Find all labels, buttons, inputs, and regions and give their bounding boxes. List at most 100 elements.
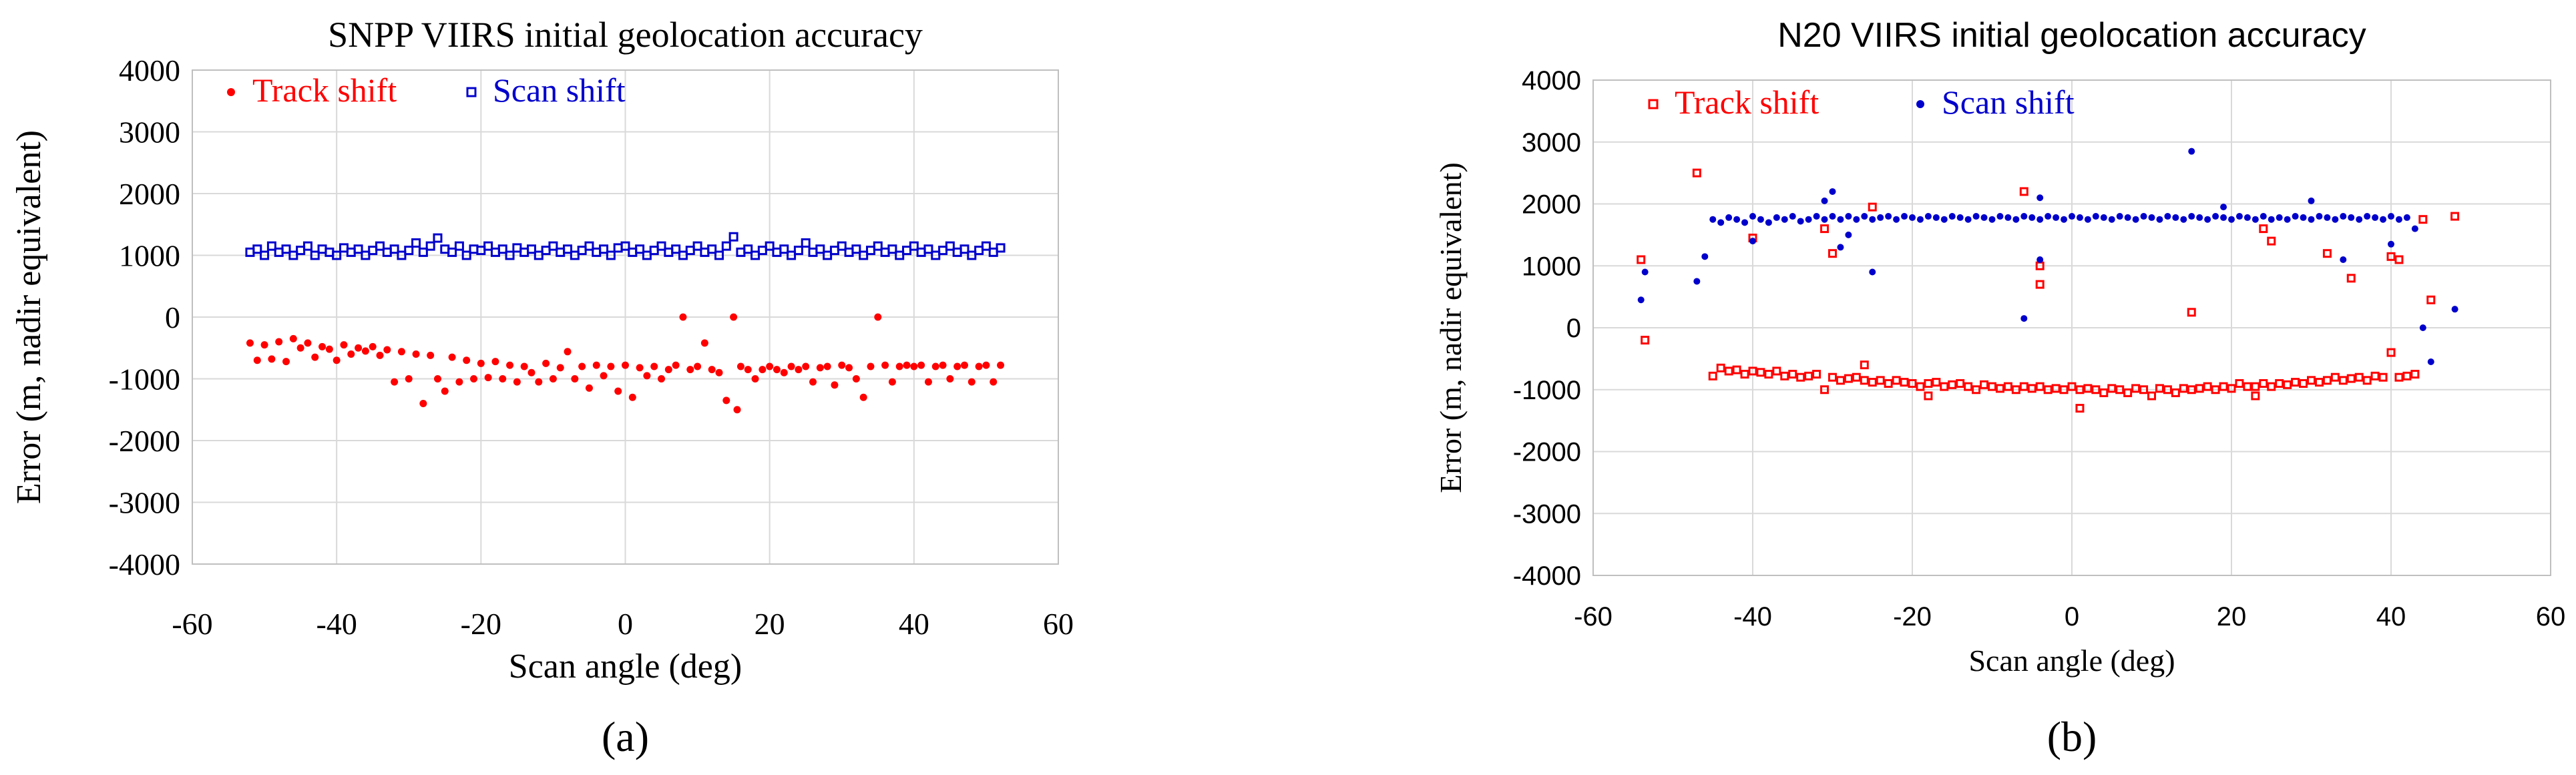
data-point [2227, 384, 2236, 393]
data-point [2020, 315, 2028, 322]
data-point [2370, 371, 2380, 380]
data-point [1924, 378, 1933, 388]
data-point [2300, 214, 2307, 221]
y-tick-label: 3000 [1522, 128, 1581, 158]
data-point [2091, 385, 2101, 395]
data-point [1829, 188, 1836, 195]
data-point [1781, 216, 1788, 223]
data-point [2307, 376, 2316, 385]
data-point [766, 362, 774, 370]
data-point [802, 362, 810, 370]
data-point [1637, 255, 1646, 264]
data-point [505, 250, 515, 260]
data-point [2131, 384, 2141, 393]
data-point [1860, 360, 1869, 370]
data-point [361, 347, 369, 355]
data-point [2211, 385, 2220, 395]
data-point [686, 366, 694, 374]
data-point [1812, 370, 1821, 379]
data-point [1845, 213, 1852, 220]
data-point [2219, 382, 2228, 391]
data-point [795, 366, 803, 374]
data-point [2364, 213, 2371, 220]
x-axis-label: Scan angle (deg) [1968, 643, 2175, 678]
data-point [1637, 296, 1645, 304]
data-point [1932, 378, 1941, 387]
data-point [2275, 378, 2284, 388]
data-point [939, 361, 947, 369]
data-point [2292, 213, 2299, 220]
data-point [281, 244, 291, 254]
data-point [578, 362, 586, 370]
y-tick-label: 0 [1566, 314, 1581, 343]
data-point [491, 358, 499, 366]
data-point [873, 241, 883, 251]
data-point [325, 345, 333, 353]
data-point [1821, 216, 1828, 223]
data-point [333, 356, 341, 364]
data-point [2316, 213, 2323, 220]
data-point [2084, 216, 2091, 223]
data-point [2386, 348, 2396, 357]
data-point [721, 241, 731, 251]
data-point [2276, 214, 2283, 221]
data-point [2123, 388, 2133, 397]
data-point [1836, 376, 1845, 385]
data-point [2411, 225, 2418, 232]
legend-marker [1648, 99, 1659, 109]
data-point [1772, 366, 1781, 376]
data-point [678, 250, 688, 260]
data-point [838, 361, 846, 369]
data-point [304, 339, 312, 347]
data-point [2330, 372, 2340, 382]
data-point [650, 362, 658, 370]
data-point [1693, 278, 1701, 285]
legend-label: Scan shift [493, 71, 626, 109]
data-point [2132, 216, 2139, 223]
data-point [2100, 214, 2107, 221]
data-point [2075, 404, 2085, 413]
data-point [1995, 384, 2004, 393]
data-point [499, 375, 507, 382]
data-point [1916, 216, 1924, 223]
data-point [2164, 213, 2171, 220]
data-point [584, 241, 594, 251]
data-point [909, 241, 919, 251]
data-point [1972, 385, 1981, 395]
data-point [289, 334, 297, 342]
legend-label: Scan shift [1942, 83, 2075, 121]
data-point [1717, 219, 1725, 226]
data-point [1869, 216, 1876, 223]
data-point [622, 361, 629, 369]
data-point [874, 313, 882, 321]
data-point [2283, 380, 2292, 389]
data-point [990, 378, 998, 386]
data-point [2036, 256, 2044, 263]
data-point [1788, 370, 1797, 379]
data-point [1701, 253, 1709, 260]
chart-title: N20 VIIRS initial geolocation accuracy [1777, 16, 2366, 55]
data-point [1724, 366, 1733, 376]
data-point [2356, 216, 2363, 223]
data-point [707, 244, 717, 254]
x-axis-label: Scan angle (deg) [509, 648, 742, 686]
data-point [2338, 376, 2348, 385]
data-point [2107, 384, 2117, 393]
x-tick-label: -60 [1574, 602, 1613, 631]
data-point [599, 244, 609, 254]
data-point [1845, 231, 1852, 238]
data-point [635, 244, 645, 254]
data-point [793, 246, 803, 256]
data-point [2204, 216, 2211, 223]
data-point [2011, 385, 2020, 395]
data-point [253, 356, 261, 364]
x-tick-label: -20 [1893, 602, 1932, 631]
data-point [2035, 280, 2045, 289]
series-scan-shift [245, 232, 1006, 260]
y-tick-label: 2000 [119, 177, 180, 211]
data-point [484, 374, 492, 382]
data-point [715, 368, 723, 376]
data-point [620, 241, 630, 251]
data-point [2179, 384, 2188, 393]
